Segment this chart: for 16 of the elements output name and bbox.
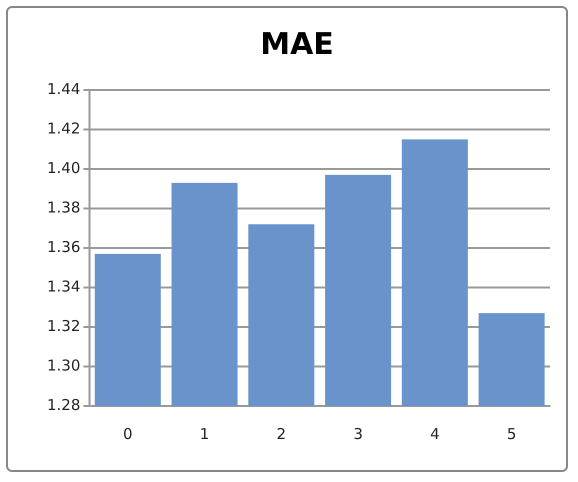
x-tick-label: 3: [353, 424, 363, 443]
x-tick-label: 0: [123, 424, 133, 443]
x-tick-label: 5: [506, 424, 516, 443]
y-tick-label: 1.42: [46, 119, 80, 138]
x-tick-label: 1: [200, 424, 210, 443]
y-tick-label: 1.40: [46, 158, 80, 177]
x-tick-label: 2: [276, 424, 286, 443]
y-tick-label: 1.28: [46, 396, 80, 414]
y-tick-label: 1.36: [46, 238, 80, 256]
x-tick-label: 4: [430, 424, 440, 443]
chart-title: MAE: [260, 26, 334, 62]
y-tick-label: 1.44: [46, 80, 80, 98]
y-tick-label: 1.30: [46, 356, 80, 374]
y-tick-label: 1.38: [46, 198, 80, 216]
y-tick-label: 1.32: [46, 316, 80, 335]
y-tick-label: 1.34: [46, 277, 80, 296]
